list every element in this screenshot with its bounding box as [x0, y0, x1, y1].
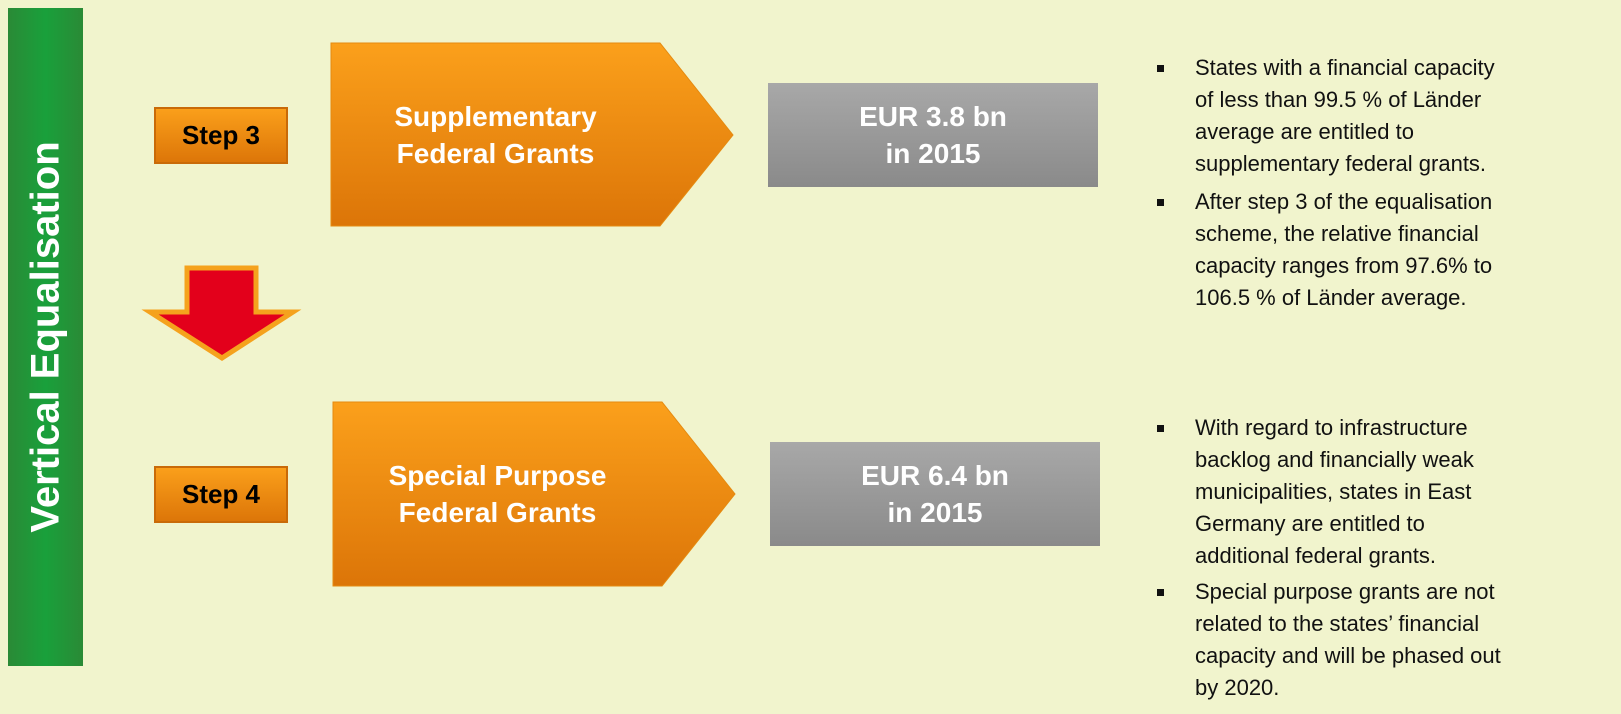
amount: EUR 6.4 bn in 2015: [770, 442, 1100, 546]
bullet: Special purpose grants are not related to…: [1157, 576, 1501, 704]
bullet-marker: [1157, 425, 1164, 432]
bullet-marker: [1157, 589, 1164, 596]
step-title: Special Purpose Federal Grants: [333, 402, 662, 586]
bullet-line: additional federal grants.: [1195, 543, 1436, 568]
bullet-line: supplementary federal grants.: [1195, 151, 1487, 176]
bullet-line: related to the states’ financial: [1195, 611, 1480, 636]
bullet-line: After step 3 of the equalisation: [1195, 189, 1493, 214]
step-label: Step 4: [181, 479, 261, 509]
sidebar-label: Vertical Equalisation: [23, 141, 68, 533]
bullet-line: 106.5 % of Länder average.: [1195, 285, 1467, 310]
step-box: [154, 466, 288, 523]
bullet-line: of less than 99.5 % of Länder: [1195, 87, 1482, 112]
bullet-line: municipalities, states in East: [1195, 479, 1472, 504]
bullet-line: scheme, the relative financial: [1195, 221, 1479, 246]
bullet: After step 3 of the equalisation scheme, …: [1157, 186, 1493, 314]
title-arrow: [330, 42, 734, 227]
bullet-line: Germany are entitled to: [1195, 511, 1425, 536]
title-line: Special Purpose: [388, 460, 607, 491]
step-shapes: [154, 42, 1100, 587]
title-line: Federal Grants: [398, 497, 597, 528]
bullet-line: backlog and financially weak: [1195, 447, 1474, 472]
amount: EUR 3.8 bn in 2015: [768, 83, 1098, 187]
amount-line: EUR 3.8 bn: [859, 101, 1007, 132]
bullet-line: With regard to infrastructure: [1195, 415, 1468, 440]
title-line: Federal Grants: [396, 137, 595, 169]
bullet-marker: [1157, 65, 1164, 72]
amount-line: in 2015: [885, 138, 981, 169]
bullet-line: by 2020.: [1195, 675, 1280, 700]
bullet-line: capacity and will be phased out: [1195, 643, 1501, 668]
step-title: Supplementary Federal Grants: [331, 43, 660, 226]
step-box: [154, 107, 288, 164]
step-label: Step 3: [181, 120, 261, 150]
title-arrow: [332, 401, 736, 587]
amount-box: [768, 83, 1098, 187]
amount-box: [770, 442, 1100, 546]
bullet-line: Special purpose grants are not: [1195, 579, 1495, 604]
amount-line: in 2015: [887, 497, 983, 528]
bullet-line: capacity ranges from 97.6% to: [1195, 253, 1493, 278]
title-line: Supplementary: [394, 100, 597, 132]
bullet: States with a financial capacity of less …: [1157, 52, 1495, 180]
bullet-line: average are entitled to: [1195, 119, 1414, 144]
amount-line: EUR 6.4 bn: [861, 460, 1009, 491]
down-arrow: [141, 265, 302, 361]
bullet-line: States with a financial capacity: [1195, 55, 1495, 80]
bullet: With regard to infrastructure backlog and…: [1157, 412, 1474, 572]
sidebar-bar: [8, 8, 83, 666]
bullet-marker: [1157, 199, 1164, 206]
